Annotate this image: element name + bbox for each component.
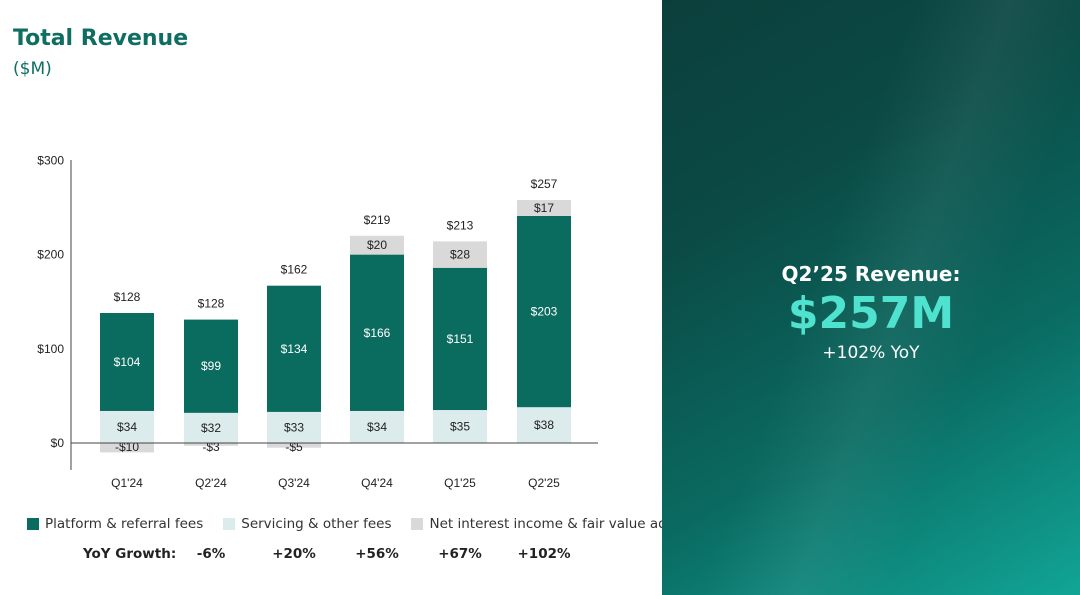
data-label-servicing: $38 [534,418,554,432]
legend-swatch [27,518,39,530]
revenue-bar-chart: $0 $100 $200 $300 $34 $104 -$10 $128 Q1'24 $32 $99… [37,153,598,490]
legend-item: Net interest income & fair value adj. [411,516,675,532]
callout-text-group: Q2’25 Revenue: $257M +102% YoY [624,0,1080,595]
data-label-net-interest: $20 [367,238,387,252]
legend-item: Servicing & other fees [223,516,391,532]
chart-subtitle: ($M) [13,59,52,79]
data-label-servicing: $35 [450,420,470,434]
chart-panel: Total Revenue ($M) $0 $100 $200 $300 $34 $104… [13,26,675,562]
total-label: $162 [281,263,308,277]
bar-platform [517,215,571,408]
y-tick-label: $0 [51,436,65,450]
legend-swatch [411,518,424,530]
total-label: $128 [198,297,225,311]
x-tick-label: Q4'24 [361,476,393,490]
callout-subtitle: +102% YoY [822,343,920,363]
data-label-net-interest: $28 [450,248,470,262]
bar-servicing [433,410,487,443]
data-label-servicing: $34 [117,420,137,434]
yoy-growth-value: +102% [517,546,571,562]
data-label-servicing: $34 [367,420,387,434]
legend-item: Platform & referral fees [27,516,203,532]
y-tick-label: $200 [37,248,64,262]
bar-net-interest [100,443,154,453]
bar-platform [267,285,321,412]
legend-label: Net interest income & fair value adj. [429,516,675,532]
data-label-platform: $99 [201,359,221,373]
x-tick-label: Q1'24 [111,476,143,490]
data-label-platform: $166 [364,326,391,340]
yoy-growth-value: +56% [355,546,399,562]
bar-platform [184,319,238,413]
data-label-servicing: $33 [284,420,304,434]
total-label: $219 [364,213,391,227]
legend-swatch [223,518,236,530]
data-label-servicing: $32 [201,421,221,435]
callout-panel [662,0,1080,595]
data-label-net-interest: -$5 [285,440,303,454]
data-label-net-interest: $17 [534,201,554,215]
data-label-platform: $134 [281,342,308,356]
x-tick-label: Q2'24 [195,476,227,490]
bar-net-interest [517,199,571,216]
yoy-growth-value: +20% [272,546,316,562]
total-label: $213 [447,218,474,232]
yoy-growth-value: +67% [438,546,482,562]
bar-net-interest [267,443,321,448]
bar-servicing [267,411,321,443]
y-tick-label: $300 [37,153,64,167]
total-label: $128 [114,290,141,304]
bar-platform [433,267,487,411]
bar-servicing [517,407,571,443]
yoy-growth-value: -6% [196,546,226,562]
chart-legend: Platform & referral fees Servicing & othe… [27,516,695,532]
x-tick-label: Q1'25 [444,476,476,490]
y-tick-label: $100 [37,342,64,356]
bar-servicing [100,410,154,443]
bar-platform [100,313,154,411]
bar-servicing [184,412,238,443]
data-label-net-interest: -$3 [202,440,220,454]
callout-title: Q2’25 Revenue: [781,262,961,286]
data-label-net-interest: -$10 [115,440,139,454]
data-label-platform: $151 [447,332,474,346]
legend-label: Platform & referral fees [45,516,204,532]
data-label-platform: $203 [531,305,558,319]
bar-platform [350,254,404,411]
x-tick-label: Q3'24 [278,476,310,490]
legend-label: Servicing & other fees [241,516,392,532]
bar-net-interest [184,443,238,446]
x-tick-label: Q2'25 [528,476,560,490]
bar-net-interest [433,241,487,268]
chart-title: Total Revenue [13,26,189,51]
yoy-growth-label: YoY Growth: [83,546,177,562]
total-label: $257 [531,177,558,191]
data-label-platform: $104 [114,355,141,369]
callout-value: $257M [787,288,955,339]
bar-net-interest [350,235,404,255]
bar-servicing [350,410,404,443]
